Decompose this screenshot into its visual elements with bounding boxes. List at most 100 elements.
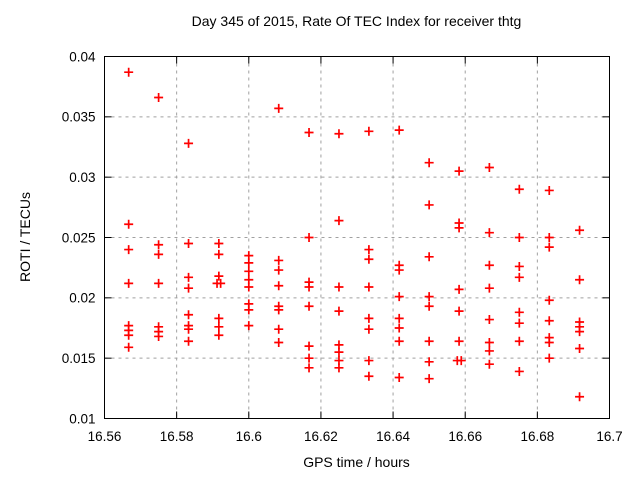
data-point-marker (514, 336, 524, 346)
data-point-marker (424, 200, 434, 210)
data-point-marker (394, 323, 404, 333)
data-point-marker (214, 313, 224, 323)
x-tick-label: 16.58 (160, 429, 194, 444)
data-point-marker (244, 321, 254, 331)
data-point-marker (334, 129, 344, 139)
data-point-marker (544, 353, 554, 363)
data-point-marker (334, 216, 344, 226)
data-point-marker (244, 282, 254, 292)
data-point-marker (274, 305, 284, 315)
data-point-marker (514, 366, 524, 376)
data-point-marker (454, 166, 464, 176)
data-point-marker (304, 301, 314, 311)
data-point-marker (544, 233, 554, 242)
data-point-marker (274, 103, 284, 113)
data-point-marker (484, 315, 494, 325)
data-point-marker (184, 272, 194, 282)
data-point-marker (575, 344, 585, 354)
data-point-marker (424, 357, 434, 367)
data-point-marker (214, 322, 224, 332)
data-point-marker (484, 346, 494, 356)
data-point-marker (514, 272, 524, 282)
data-point-marker (274, 255, 284, 265)
data-point-marker (484, 260, 494, 270)
data-point-marker (154, 93, 164, 103)
data-point-marker (244, 258, 254, 268)
data-point-marker (184, 283, 194, 293)
data-point-marker (544, 242, 554, 252)
data-point-marker (454, 223, 464, 233)
data-point-marker (124, 342, 134, 352)
data-point-marker (424, 336, 434, 346)
data-point-marker (334, 282, 344, 292)
data-point-marker (154, 278, 164, 288)
data-point-marker (124, 330, 134, 340)
data-point-marker (484, 359, 494, 369)
data-point-marker (364, 282, 374, 292)
data-point-marker (184, 239, 194, 249)
data-point-marker (304, 353, 314, 363)
data-point-marker (304, 341, 314, 351)
y-tick-label: 0.02 (69, 291, 95, 306)
data-point-marker (274, 337, 284, 347)
x-tick-label: 16.62 (304, 429, 338, 444)
y-tick-label: 0.01 (69, 411, 95, 426)
data-point-marker (394, 313, 404, 323)
data-point-marker (454, 336, 464, 346)
data-point-marker (184, 138, 194, 148)
data-point-marker (334, 363, 344, 373)
data-point-marker (394, 372, 404, 382)
x-tick-label: 16.7 (596, 429, 622, 444)
data-point-marker (274, 265, 284, 275)
data-point-marker (124, 245, 134, 255)
x-tick-label: 16.56 (88, 429, 122, 444)
x-axis-label: GPS time / hours (303, 454, 410, 470)
data-point-marker (544, 185, 554, 195)
x-tick-label: 16.6 (236, 429, 262, 444)
data-point-marker (514, 184, 524, 194)
data-point-marker (364, 126, 374, 136)
y-tick-label: 0.04 (69, 49, 96, 64)
data-point-marker (424, 252, 434, 262)
data-point-marker (184, 310, 194, 320)
y-tick-label: 0.03 (69, 170, 95, 185)
y-axis-label: ROTI / TECUs (17, 192, 33, 282)
data-point-marker (154, 331, 164, 341)
data-point-marker (394, 292, 404, 302)
data-point-marker (364, 356, 374, 366)
data-point-marker (184, 336, 194, 346)
data-point-marker (274, 324, 284, 334)
x-tick-label: 16.64 (376, 429, 410, 444)
y-tick-label: 0.015 (62, 351, 96, 366)
data-point-marker (544, 337, 554, 347)
data-point-marker (484, 283, 494, 293)
data-point-marker (424, 158, 434, 168)
data-point-marker (454, 306, 464, 316)
data-point-marker (544, 295, 554, 305)
data-point-marker (184, 324, 194, 334)
data-point-marker (364, 324, 374, 334)
chart-title: Day 345 of 2015, Rate Of TEC Index for r… (191, 13, 522, 29)
data-point-marker (394, 336, 404, 346)
data-point-marker (514, 318, 524, 328)
data-point-marker (244, 305, 254, 315)
data-point-marker (214, 249, 224, 259)
data-point-marker (154, 240, 164, 250)
data-point-marker (575, 392, 585, 402)
data-point-marker (364, 313, 374, 323)
data-point-marker (394, 265, 404, 275)
data-point-marker (124, 219, 134, 229)
data-point-marker (424, 374, 434, 384)
data-point-marker (575, 275, 585, 285)
data-point-marker (154, 249, 164, 259)
data-point-marker (214, 271, 224, 281)
data-point-marker (575, 225, 585, 235)
data-point-marker (514, 261, 524, 271)
y-tick-label: 0.035 (62, 110, 96, 125)
data-point-marker (514, 307, 524, 317)
data-point-marker (334, 347, 344, 357)
data-point-marker (214, 330, 224, 340)
data-point-marker (424, 292, 434, 302)
data-point-marker (216, 278, 226, 288)
